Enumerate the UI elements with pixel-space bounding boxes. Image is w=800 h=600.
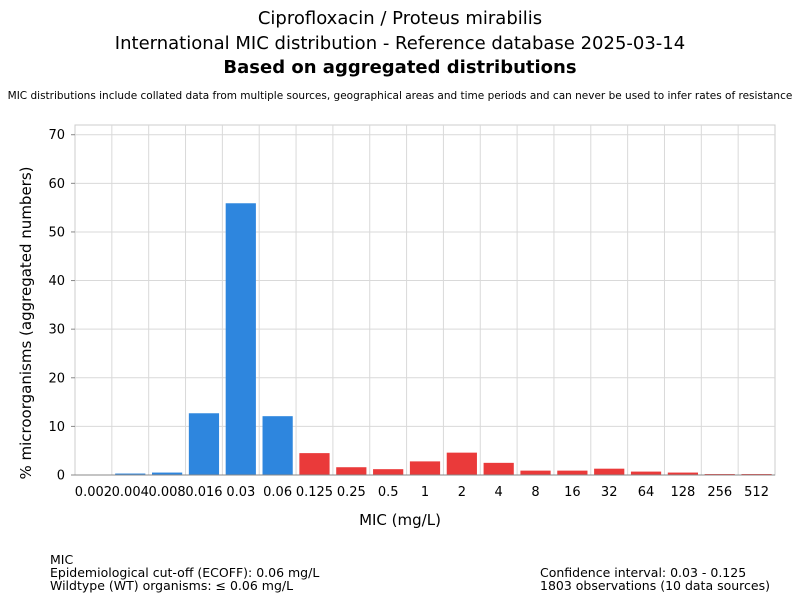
y-tick-label: 70 bbox=[48, 128, 65, 143]
footer-right-info: Confidence interval: 0.03 - 0.125 1803 o… bbox=[540, 566, 770, 592]
bar-0.5 bbox=[373, 469, 404, 475]
x-tick-label: 16 bbox=[564, 485, 581, 500]
bar-0.03 bbox=[225, 203, 256, 475]
bar-0.25 bbox=[336, 467, 367, 475]
footer-ecoff: Epidemiological cut-off (ECOFF): 0.06 mg… bbox=[50, 565, 320, 580]
chart-subtitle: MIC distributions include collated data … bbox=[7, 90, 793, 102]
bar-128 bbox=[667, 472, 698, 475]
x-tick-label: 32 bbox=[601, 485, 618, 500]
y-tick-label: 50 bbox=[48, 225, 65, 240]
x-tick-label: 4 bbox=[495, 485, 503, 500]
bar-8 bbox=[520, 470, 551, 475]
chart-title-line3: Based on aggregated distributions bbox=[223, 57, 577, 78]
y-tick-label: 40 bbox=[48, 274, 65, 289]
x-tick-label: 2 bbox=[458, 485, 466, 500]
bar-64 bbox=[630, 471, 662, 475]
y-tick-label: 60 bbox=[48, 177, 65, 192]
x-tick-label: 512 bbox=[744, 485, 769, 500]
footer-confidence: Confidence interval: 0.03 - 0.125 bbox=[540, 565, 747, 580]
y-tick-label: 30 bbox=[48, 323, 65, 338]
bar-0.008 bbox=[152, 472, 183, 475]
y-tick-label: 10 bbox=[48, 420, 65, 435]
x-tick-label: 0.016 bbox=[185, 485, 222, 500]
footer-observations: 1803 observations (10 data sources) bbox=[540, 578, 770, 593]
bar-1 bbox=[409, 461, 441, 475]
y-tick-label: 20 bbox=[48, 371, 65, 386]
footer-wildtype: Wildtype (WT) organisms: ≤ 0.06 mg/L bbox=[50, 578, 294, 593]
bar-0.004 bbox=[115, 473, 146, 475]
y-axis-label: % microorganisms (aggregated numbers) bbox=[17, 166, 35, 479]
chart-title-line2: International MIC distribution - Referen… bbox=[114, 33, 686, 54]
footer-mic-label: MIC bbox=[50, 552, 74, 567]
bar-0.016 bbox=[188, 413, 220, 475]
bar-32 bbox=[594, 468, 625, 475]
x-tick-label: 0.03 bbox=[226, 485, 255, 500]
x-tick-label: 256 bbox=[707, 485, 732, 500]
bar-0.06 bbox=[262, 416, 293, 475]
x-tick-label: 0.25 bbox=[337, 485, 366, 500]
bar-16 bbox=[557, 470, 588, 475]
x-axis-label: MIC (mg/L) bbox=[359, 511, 441, 529]
x-tick-label: 0.004 bbox=[112, 485, 149, 500]
bar-2 bbox=[446, 452, 477, 475]
x-tick-label: 128 bbox=[670, 485, 695, 500]
x-tick-label: 64 bbox=[638, 485, 655, 500]
bar-0.125 bbox=[299, 453, 330, 475]
plot-area bbox=[74, 124, 776, 476]
y-tick-label: 0 bbox=[57, 469, 65, 484]
x-tick-label: 0.002 bbox=[75, 485, 112, 500]
x-tick-label: 0.06 bbox=[263, 485, 292, 500]
x-tick-label: 1 bbox=[421, 485, 429, 500]
x-tick-label: 8 bbox=[531, 485, 539, 500]
bar-4 bbox=[483, 462, 514, 475]
x-tick-label: 0.008 bbox=[148, 485, 185, 500]
chart-title-line1: Ciprofloxacin / Proteus mirabilis bbox=[257, 8, 543, 29]
footer-left-info: MIC Epidemiological cut-off (ECOFF): 0.0… bbox=[50, 553, 319, 592]
x-tick-label: 0.125 bbox=[296, 485, 333, 500]
x-tick-label: 0.5 bbox=[378, 485, 399, 500]
